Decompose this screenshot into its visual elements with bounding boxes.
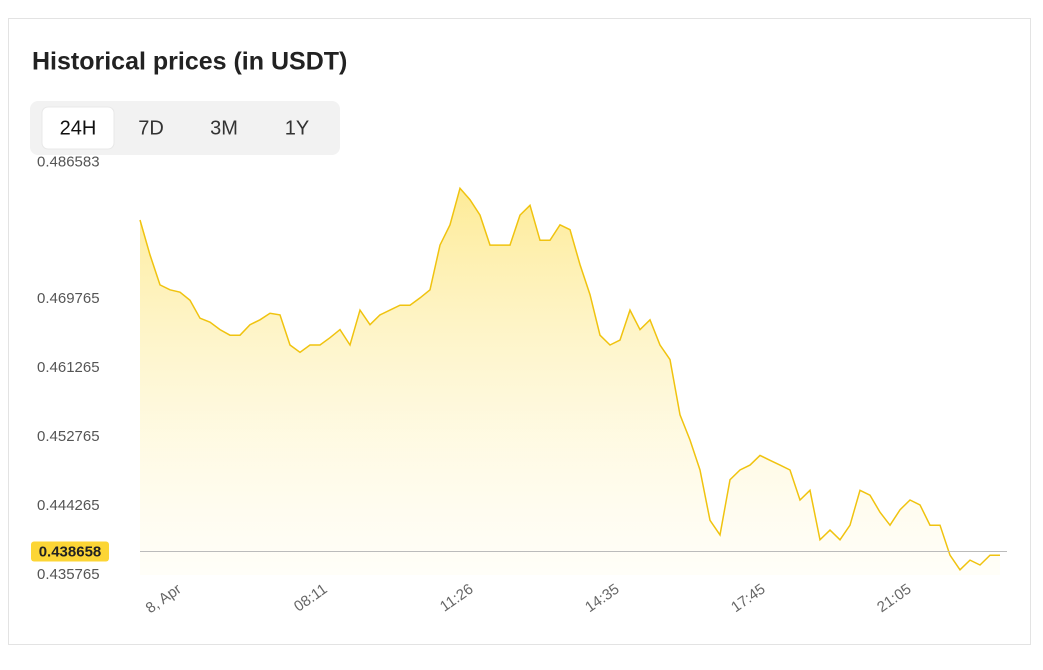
y-tick-label: 0.452765 [37, 428, 100, 445]
tab[interactable]: 7D [138, 117, 164, 139]
y-tick-label: 0.444265 [37, 497, 100, 514]
y-tick-label: 0.469765 [37, 290, 100, 307]
price-line [139, 186, 1000, 571]
y-tick-label: 0.435765 [37, 566, 100, 583]
y-tick-label: 0.486583 [37, 153, 100, 170]
y-tick-label: 0.461265 [37, 359, 100, 376]
tab-active-bg [41, 106, 115, 150]
current-price-label: 0.438658 [39, 543, 102, 560]
tab[interactable]: 1Y [285, 117, 309, 139]
area [140, 188, 1000, 576]
chart-title: Historical prices (in USDT) [32, 48, 347, 76]
tab[interactable]: 24H [60, 117, 97, 139]
tab[interactable]: 3M [210, 117, 238, 139]
current-price-badge [31, 541, 109, 562]
